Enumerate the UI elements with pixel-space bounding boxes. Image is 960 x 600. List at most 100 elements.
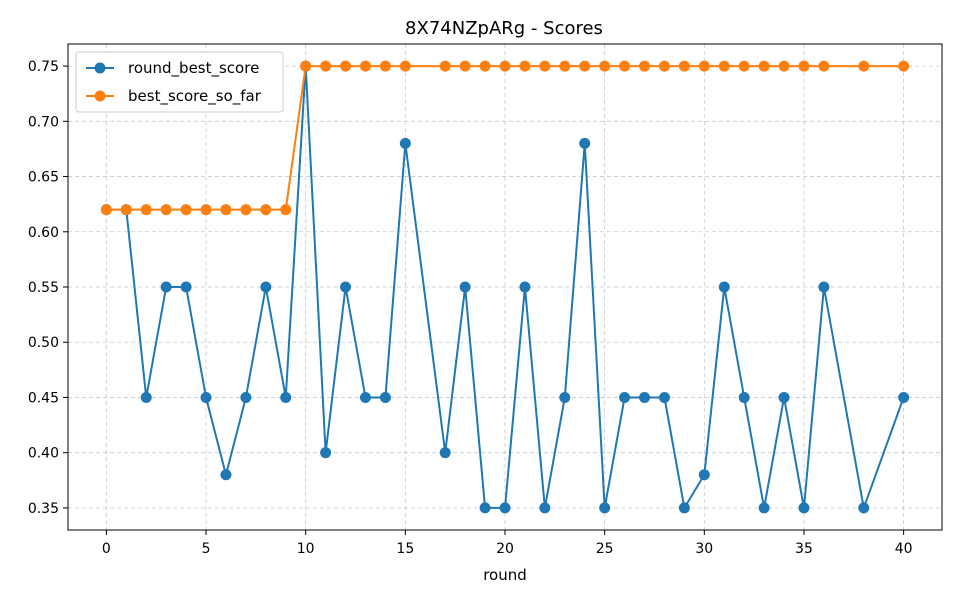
data-point bbox=[678, 502, 690, 514]
data-point bbox=[698, 469, 710, 481]
data-point bbox=[499, 502, 511, 514]
data-point bbox=[459, 60, 471, 72]
data-point bbox=[798, 60, 810, 72]
x-tick-label: 20 bbox=[496, 541, 514, 557]
x-tick-label: 15 bbox=[396, 541, 414, 557]
data-point bbox=[439, 447, 451, 459]
data-point bbox=[439, 60, 451, 72]
data-point bbox=[200, 204, 212, 216]
data-point bbox=[678, 60, 690, 72]
data-point bbox=[240, 391, 252, 403]
y-tick-label: 0.70 bbox=[28, 114, 59, 130]
x-tick-label: 0 bbox=[102, 541, 111, 557]
data-point bbox=[340, 60, 352, 72]
data-point bbox=[280, 204, 292, 216]
x-axis-title: round bbox=[483, 566, 527, 584]
y-tick-label: 0.65 bbox=[28, 170, 59, 186]
data-point bbox=[758, 60, 770, 72]
chart-title: 8X74NZpARg - Scores bbox=[405, 18, 603, 39]
data-point bbox=[399, 137, 411, 149]
data-point bbox=[778, 60, 790, 72]
data-point bbox=[599, 60, 611, 72]
data-point bbox=[539, 60, 551, 72]
data-point bbox=[658, 60, 670, 72]
data-point bbox=[818, 60, 830, 72]
data-point bbox=[479, 60, 491, 72]
data-point bbox=[898, 60, 910, 72]
data-point bbox=[718, 281, 730, 293]
data-point bbox=[658, 391, 670, 403]
y-tick-label: 0.50 bbox=[28, 335, 59, 351]
data-point bbox=[320, 60, 332, 72]
data-point bbox=[260, 281, 272, 293]
data-point bbox=[240, 204, 252, 216]
data-point bbox=[399, 60, 411, 72]
series-line bbox=[106, 65, 905, 509]
data-point bbox=[738, 391, 750, 403]
data-point bbox=[379, 60, 391, 72]
data-point bbox=[639, 60, 651, 72]
data-point bbox=[300, 60, 312, 72]
data-point bbox=[359, 391, 371, 403]
data-point bbox=[898, 391, 910, 403]
data-point bbox=[140, 204, 152, 216]
data-point bbox=[858, 60, 870, 72]
data-point bbox=[599, 502, 611, 514]
legend-item: round_best_score bbox=[86, 59, 259, 78]
data-point bbox=[140, 391, 152, 403]
data-point bbox=[698, 60, 710, 72]
data-point bbox=[120, 204, 132, 216]
x-tick-label: 5 bbox=[202, 541, 211, 557]
series-best_score_so_far bbox=[100, 60, 910, 216]
data-point bbox=[220, 469, 232, 481]
data-point bbox=[379, 391, 391, 403]
y-tick-label: 0.40 bbox=[28, 446, 59, 462]
data-point bbox=[619, 60, 631, 72]
data-point bbox=[479, 502, 491, 514]
y-tick-label: 0.75 bbox=[28, 59, 59, 75]
data-point bbox=[499, 60, 511, 72]
data-point bbox=[220, 204, 232, 216]
data-point bbox=[559, 391, 571, 403]
data-point bbox=[639, 391, 651, 403]
y-tick-label: 0.60 bbox=[28, 225, 59, 241]
data-point bbox=[459, 281, 471, 293]
data-point bbox=[359, 60, 371, 72]
data-point bbox=[519, 281, 531, 293]
data-point bbox=[818, 281, 830, 293]
data-point bbox=[519, 60, 531, 72]
axes: 0 5 10 15 20 25 30 35 40 0.35 0.40 0.45 0.50 0.55 0.60… bbox=[28, 59, 913, 557]
data-point bbox=[180, 204, 192, 216]
data-point bbox=[718, 60, 730, 72]
data-point bbox=[858, 502, 870, 514]
data-point bbox=[320, 447, 332, 459]
legend-marker bbox=[94, 90, 106, 102]
data-point bbox=[200, 391, 212, 403]
legend: round_best_score best_score_so_far bbox=[75, 51, 284, 113]
legend-label: round_best_score bbox=[128, 59, 259, 78]
series-layer bbox=[100, 60, 910, 514]
data-point bbox=[160, 204, 172, 216]
data-point bbox=[778, 391, 790, 403]
data-point bbox=[260, 204, 272, 216]
legend-label: best_score_so_far bbox=[128, 87, 262, 106]
x-tick-label: 25 bbox=[596, 541, 614, 557]
y-tick-label: 0.45 bbox=[28, 390, 59, 406]
data-point bbox=[180, 281, 192, 293]
data-point bbox=[738, 60, 750, 72]
data-point bbox=[100, 204, 112, 216]
x-tick-label: 35 bbox=[795, 541, 813, 557]
legend-box bbox=[75, 51, 284, 113]
x-tick-label: 40 bbox=[895, 541, 913, 557]
data-point bbox=[539, 502, 551, 514]
x-tick-label: 10 bbox=[297, 541, 315, 557]
data-point bbox=[579, 137, 591, 149]
y-tick-label: 0.35 bbox=[28, 501, 59, 517]
data-point bbox=[798, 502, 810, 514]
data-point bbox=[559, 60, 571, 72]
data-point bbox=[579, 60, 591, 72]
data-point bbox=[619, 391, 631, 403]
y-tick-label: 0.55 bbox=[28, 280, 59, 296]
legend-marker bbox=[94, 62, 106, 74]
data-point bbox=[340, 281, 352, 293]
